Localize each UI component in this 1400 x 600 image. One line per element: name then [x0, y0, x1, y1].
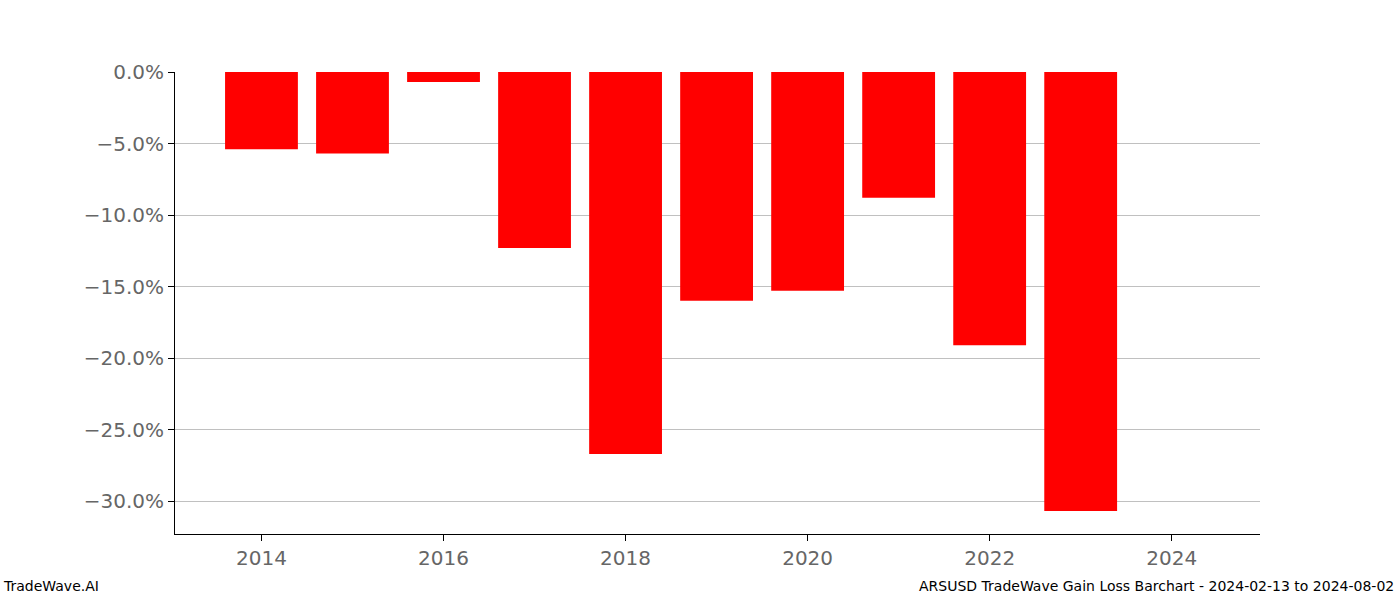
svg-text:ARSUSD TradeWave Gain Loss Bar: ARSUSD TradeWave Gain Loss Barchart - 20… [919, 578, 1394, 594]
svg-text:−15.0%: −15.0% [84, 275, 164, 299]
svg-text:−10.0%: −10.0% [84, 203, 164, 227]
svg-text:0.0%: 0.0% [113, 60, 164, 84]
svg-text:−20.0%: −20.0% [84, 346, 164, 370]
svg-text:−30.0%: −30.0% [84, 489, 164, 513]
svg-text:−25.0%: −25.0% [84, 418, 164, 442]
svg-text:2016: 2016 [418, 546, 469, 570]
svg-text:2014: 2014 [236, 546, 287, 570]
svg-text:2020: 2020 [782, 546, 833, 570]
svg-text:TradeWave.AI: TradeWave.AI [3, 578, 99, 594]
svg-text:−5.0%: −5.0% [96, 132, 164, 156]
svg-text:2022: 2022 [964, 546, 1015, 570]
svg-text:2024: 2024 [1146, 546, 1197, 570]
svg-text:2018: 2018 [600, 546, 651, 570]
